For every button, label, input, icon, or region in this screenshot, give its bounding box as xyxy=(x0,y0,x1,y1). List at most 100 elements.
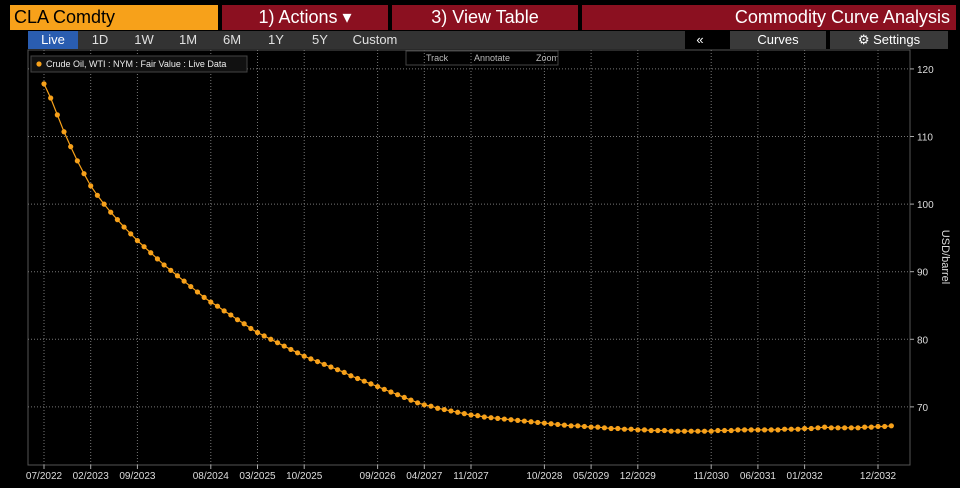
data-point xyxy=(541,420,548,426)
data-point xyxy=(201,294,207,300)
curves-button[interactable]: Curves xyxy=(730,31,826,49)
data-point xyxy=(61,129,67,135)
x-tick-label: 08/2024 xyxy=(193,471,230,482)
x-tick-label: 06/2031 xyxy=(740,471,777,482)
data-point xyxy=(675,428,681,434)
data-point xyxy=(221,308,227,314)
data-point xyxy=(94,192,100,198)
data-point xyxy=(468,412,474,418)
data-point xyxy=(848,425,854,431)
data-point xyxy=(701,428,708,434)
x-tick-label: 02/2023 xyxy=(73,471,110,482)
data-point xyxy=(695,428,701,434)
data-point xyxy=(288,346,294,353)
data-point xyxy=(334,367,341,373)
data-point xyxy=(261,333,267,339)
x-tick-label: 10/2025 xyxy=(286,471,323,482)
chart-tool[interactable]: Zoom xyxy=(536,53,559,63)
data-point xyxy=(615,425,621,432)
data-point xyxy=(448,408,454,414)
function-title: Commodity Curve Analysis xyxy=(582,5,956,30)
ticker-field[interactable]: CLA Comdty xyxy=(10,5,218,30)
data-point xyxy=(528,419,534,425)
data-point xyxy=(681,428,688,434)
data-point xyxy=(475,413,481,419)
data-point xyxy=(188,283,194,290)
data-point xyxy=(108,209,114,215)
x-tick-label: 11/2030 xyxy=(693,471,729,482)
data-point xyxy=(181,278,187,284)
data-point xyxy=(775,427,781,433)
y-tick-label: 80 xyxy=(917,335,929,346)
data-point xyxy=(728,427,734,434)
legend-label: Crude Oil, WTI : NYM : Fair Value : Live… xyxy=(46,59,226,69)
data-point xyxy=(48,95,54,101)
chart-tool[interactable]: Annotate xyxy=(474,53,510,63)
tab-bar xyxy=(28,31,685,49)
range-tab[interactable]: 1W xyxy=(134,32,154,47)
range-tab[interactable]: 1Y xyxy=(268,32,284,47)
data-point xyxy=(688,428,694,434)
data-point xyxy=(301,353,307,359)
range-tab[interactable]: Live xyxy=(28,31,78,49)
data-point xyxy=(455,409,461,415)
data-point xyxy=(268,336,274,342)
data-point xyxy=(648,427,654,434)
data-point xyxy=(241,321,247,327)
data-point xyxy=(581,423,588,430)
data-point xyxy=(174,273,181,279)
data-point xyxy=(628,426,634,432)
data-point xyxy=(561,422,568,428)
data-point xyxy=(381,386,387,392)
range-tab[interactable]: 5Y xyxy=(312,32,328,47)
data-point xyxy=(868,424,874,430)
data-point xyxy=(655,427,661,434)
range-tab[interactable]: 6M xyxy=(222,32,242,47)
chart-tool[interactable]: Track xyxy=(426,53,449,63)
settings-button[interactable]: ⚙ Settings xyxy=(830,31,948,49)
legend-box xyxy=(30,55,248,73)
data-point xyxy=(294,350,301,356)
data-point xyxy=(74,158,80,164)
collapse-button[interactable]: « xyxy=(688,31,712,49)
data-point xyxy=(822,424,828,430)
x-tick-label: 01/2032 xyxy=(787,471,824,482)
data-point xyxy=(348,373,354,379)
data-point xyxy=(274,340,281,346)
data-point xyxy=(428,403,434,409)
data-point xyxy=(601,425,608,431)
data-point xyxy=(308,356,314,362)
data-point xyxy=(635,427,641,433)
y-tick-label: 100 xyxy=(917,200,934,211)
data-point xyxy=(508,417,514,423)
data-point xyxy=(161,262,167,268)
data-point xyxy=(795,426,801,432)
data-point xyxy=(141,244,147,250)
x-tick-label: 09/2026 xyxy=(360,471,397,482)
actions-menu[interactable]: 1) Actions ▾ xyxy=(222,5,388,30)
data-point xyxy=(395,392,401,398)
data-point xyxy=(421,402,427,408)
data-point xyxy=(862,424,868,430)
data-point xyxy=(835,425,841,431)
data-point xyxy=(815,425,821,431)
range-tab[interactable]: 1D xyxy=(91,32,109,47)
data-point xyxy=(314,358,321,365)
data-point xyxy=(875,423,881,430)
data-point xyxy=(368,381,374,387)
data-point xyxy=(755,427,761,433)
data-point xyxy=(281,343,287,349)
range-tab[interactable]: 1M xyxy=(178,32,198,47)
data-point xyxy=(608,425,614,432)
data-point xyxy=(715,427,721,434)
curves-label: Curves xyxy=(757,32,799,47)
y-tick-label: 70 xyxy=(917,403,929,414)
x-tick-label: 03/2025 xyxy=(239,471,276,482)
x-tick-label: 12/2032 xyxy=(860,471,897,482)
data-point xyxy=(88,183,94,189)
data-point xyxy=(68,144,74,150)
view-table-button[interactable]: 3) View Table xyxy=(392,5,578,30)
range-tab[interactable]: Custom xyxy=(352,32,398,47)
